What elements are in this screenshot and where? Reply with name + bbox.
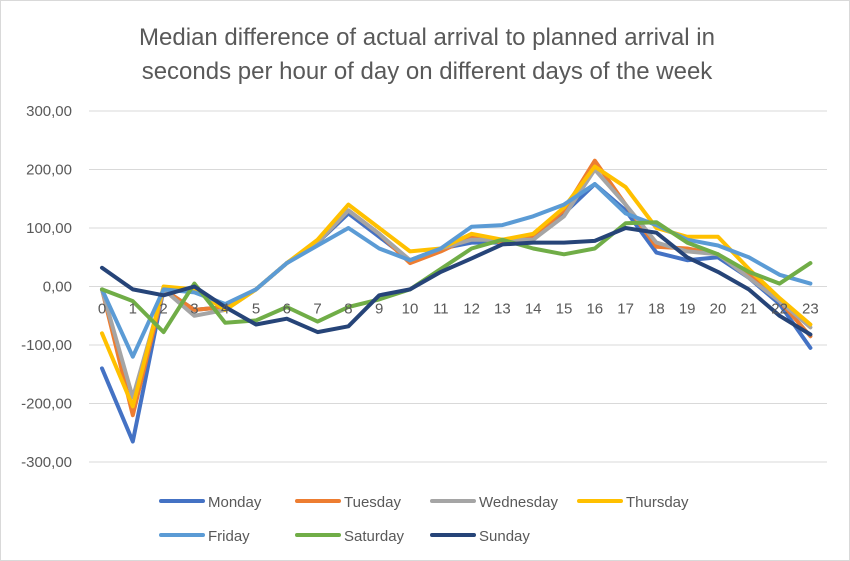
x-tick-label: 4 [221, 301, 229, 318]
x-tick-label: 22 [771, 301, 788, 318]
legend-label: Tuesday [344, 494, 401, 511]
x-tick-label: 12 [463, 301, 480, 318]
x-tick-label: 19 [679, 301, 696, 318]
x-tick-label: 20 [710, 301, 727, 318]
x-tick-label: 18 [648, 301, 665, 318]
y-tick-label: 300,00 [26, 103, 72, 120]
legend-item-saturday: Saturday [295, 528, 405, 545]
x-tick-label: 8 [344, 301, 352, 318]
legend-item-thursday: Thursday [577, 494, 689, 511]
series-line-tuesday [100, 158, 813, 418]
legend-label: Thursday [626, 494, 689, 511]
legend-label: Friday [208, 528, 250, 545]
x-tick-label: 17 [617, 301, 634, 318]
x-tick-label: 5 [252, 301, 260, 318]
x-tick-label: 13 [494, 301, 511, 318]
x-tick-label: 3 [190, 301, 198, 318]
legend-item-sunday: Sunday [430, 528, 530, 545]
x-tick-label: 21 [740, 301, 757, 318]
y-axis-tick-labels: 300,00 200,00 100,00 0,00 -100,00 -200,00 -300… [21, 103, 72, 471]
legend-label: Wednesday [479, 494, 558, 511]
x-tick-label: 0 [98, 301, 106, 318]
legend-item-friday: Friday [159, 528, 250, 545]
legend-label: Saturday [344, 528, 405, 545]
x-tick-label: 9 [375, 301, 383, 318]
series-line-saturday [100, 220, 813, 335]
series-line-friday [100, 182, 813, 359]
legend: Monday Tuesday Wednesday Thursday Friday Satu… [159, 494, 689, 545]
legend-item-monday: Monday [159, 494, 262, 511]
gridlines [89, 110, 827, 463]
x-tick-label: 1 [129, 301, 137, 318]
legend-item-tuesday: Tuesday [295, 494, 401, 511]
x-tick-label: 6 [283, 301, 291, 318]
x-tick-label: 7 [313, 301, 321, 318]
x-tick-label: 15 [556, 301, 573, 318]
y-tick-label: -100,00 [21, 337, 72, 354]
y-tick-label: 100,00 [26, 220, 72, 237]
x-tick-label: 10 [402, 301, 419, 318]
y-tick-label: 0,00 [43, 279, 72, 296]
y-tick-label: -200,00 [21, 396, 72, 413]
x-tick-label: 16 [586, 301, 603, 318]
series-line-sunday [100, 226, 813, 337]
x-tick-label: 23 [802, 301, 819, 318]
series-line-wednesday [100, 167, 813, 400]
legend-item-wednesday: Wednesday [430, 494, 558, 511]
series-lines [100, 158, 813, 444]
chart-title-line-1: Median difference of actual arrival to p… [139, 24, 715, 51]
x-axis-tick-labels: 0 1 2 3 4 5 6 7 8 9 10 11 12 13 14 15 16 17 18 19 20 21 22 23 [98, 301, 819, 318]
y-tick-label: -300,00 [21, 454, 72, 471]
x-tick-label: 11 [433, 301, 449, 318]
legend-label: Sunday [479, 528, 530, 545]
series-line-thursday [100, 164, 813, 409]
x-tick-label: 14 [525, 301, 542, 318]
y-tick-label: 200,00 [26, 162, 72, 179]
x-tick-label: 2 [159, 301, 167, 318]
chart-title-line-2: seconds per hour of day on different day… [142, 58, 714, 85]
legend-label: Monday [208, 494, 262, 511]
